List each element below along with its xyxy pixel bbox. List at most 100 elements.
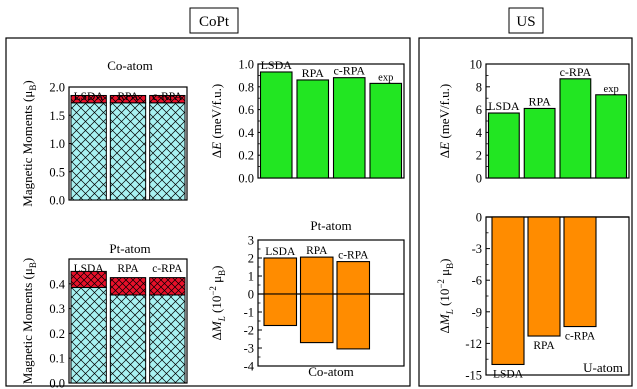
bar-label: c-RPA (152, 263, 183, 275)
bar-pt (336, 261, 371, 295)
copt-label: CoPt (199, 14, 230, 30)
svg-text:Magnetic Moments (μB): Magnetic Moments (μB) (20, 258, 38, 384)
bar-label: RPA (306, 245, 328, 257)
y-tick-label: 1.0 (49, 137, 65, 151)
bar-label: RPA (529, 94, 552, 108)
bar-label: RPA (117, 91, 139, 103)
bar-cyan (109, 294, 147, 384)
y-tick-label: 0.5 (49, 165, 65, 179)
bar-co (299, 293, 334, 344)
bar-label: LSDA (493, 368, 524, 380)
y-tick-label: 0.6 (238, 103, 254, 117)
bar-cyan (70, 102, 107, 201)
bar-red (149, 94, 186, 104)
y-tick-label: 0.0 (49, 377, 65, 389)
bar-red (70, 94, 107, 104)
y-tick-label: 0.4 (49, 277, 65, 291)
svg-text:Magnetic Moments (μB): Magnetic Moments (μB) (20, 80, 38, 206)
y-tick-label: 8 (476, 80, 482, 94)
bar-exp (369, 82, 403, 179)
y-tick-label: -15 (465, 369, 482, 383)
y-tick-label: 0.2 (238, 149, 254, 163)
y-tick-label: 0.2 (49, 327, 65, 341)
bar-label: c-RPA (560, 65, 592, 79)
bar-red (149, 277, 186, 296)
svg-text:ΔML (10−2 μB): ΔML (10−2 μB) (436, 259, 455, 334)
y-tick-label: 0.4 (238, 126, 254, 140)
y-tick-label: 0.8 (238, 80, 254, 94)
bar-label: RPA (533, 340, 555, 352)
y-tick-label: 0 (476, 211, 482, 225)
bar-label: LSDA (488, 99, 520, 113)
series-label-co: Co-atom (308, 364, 354, 379)
us-label: US (516, 14, 535, 30)
bar-label: c-RPA (338, 250, 369, 262)
bar-lsda (487, 112, 520, 179)
bar-red (109, 277, 147, 296)
bar-label: RPA (117, 263, 139, 275)
chart-title: Pt-atom (109, 241, 150, 256)
bar-pt (299, 256, 334, 295)
svg-text:ΔML (10−2 μB): ΔML (10−2 μB) (208, 266, 227, 341)
bar-label: exp (378, 72, 393, 83)
copt-label-box (189, 7, 239, 34)
y-tick-label: -2 (244, 324, 254, 338)
y-tick-label: 1.5 (49, 109, 65, 123)
y-tick-label: -6 (472, 274, 482, 288)
svg-text:ΔE (meV/f.u.): ΔE (meV/f.u.) (437, 84, 452, 158)
y-tick-label: 0.0 (238, 172, 254, 186)
bar-c-rpa (559, 78, 592, 179)
y-tick-label: -9 (472, 305, 482, 319)
svg-text:ΔE (meV/f.u.): ΔE (meV/f.u.) (209, 84, 224, 158)
bar-exp (595, 94, 628, 179)
y-tick-label: 0.0 (49, 194, 65, 208)
bar-label: c-RPA (565, 331, 596, 343)
bar-rpa (527, 216, 561, 337)
y-tick-label: -1 (244, 306, 254, 320)
y-tick-label: 1.0 (238, 58, 254, 72)
bar-red (70, 270, 107, 289)
y-axis-label: ΔE (meV/f.u.) (437, 84, 452, 158)
y-tick-label: -4 (244, 360, 255, 374)
bar-red (109, 94, 147, 104)
y-tick-label: 0 (476, 172, 482, 186)
y-tick-label: -3 (472, 242, 482, 256)
y-axis-label: Magnetic Moments (μB) (20, 80, 38, 206)
bar-label: LSDA (265, 246, 296, 258)
y-tick-label: 2.0 (49, 81, 65, 95)
y-tick-label: 0 (248, 288, 254, 302)
y-tick-label: 0.1 (49, 352, 65, 366)
y-axis-label: ΔML (10−2 μB) (436, 259, 455, 334)
y-tick-label: 2 (476, 149, 482, 163)
bar-c-rpa (563, 216, 597, 328)
y-tick-label: -12 (465, 337, 482, 351)
y-axis-label: Magnetic Moments (μB) (20, 258, 38, 384)
y-tick-label: 2 (248, 252, 254, 266)
chart-title: U-atom (583, 360, 623, 375)
y-tick-label: 4 (476, 126, 483, 140)
bar-co (336, 293, 371, 350)
bar-label: RPA (302, 66, 325, 80)
bar-lsda (259, 71, 293, 179)
bar-rpa (523, 107, 556, 179)
bar-cyan (149, 294, 186, 384)
y-tick-label: 3 (248, 234, 254, 248)
bar-label: LSDA (74, 263, 105, 275)
y-tick-label: 0.3 (49, 302, 65, 316)
bar-co (263, 293, 298, 327)
y-axis-label: ΔE (meV/f.u.) (209, 84, 224, 158)
bar-pt (263, 257, 298, 295)
y-tick-label: 10 (470, 58, 483, 72)
us-panel-frame (418, 37, 633, 387)
bar-label: c-RPA (333, 64, 365, 78)
bar-c-rpa (332, 77, 366, 179)
y-tick-label: -3 (244, 342, 254, 356)
bar-lsda (491, 216, 525, 366)
bar-cyan (70, 287, 107, 384)
bar-label: LSDA (261, 58, 293, 72)
bar-label: exp (604, 84, 619, 95)
bar-rpa (296, 79, 330, 179)
bar-cyan (149, 102, 186, 201)
bar-label: c-RPA (152, 91, 183, 103)
